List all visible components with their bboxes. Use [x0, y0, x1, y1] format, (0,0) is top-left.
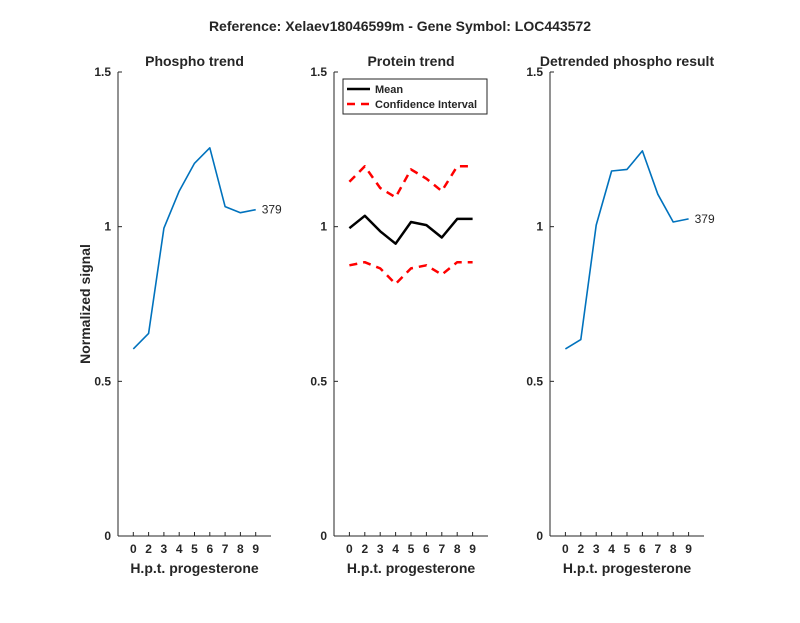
- x-axis-label: H.p.t. progesterone: [347, 560, 476, 576]
- subplot-title: Detrended phospho result: [540, 53, 715, 69]
- y-tick-label: 1: [104, 220, 111, 234]
- y-tick-label: 0.5: [94, 374, 111, 388]
- x-tick-label: 7: [438, 542, 445, 556]
- x-axis-label: H.p.t. progesterone: [563, 560, 692, 576]
- x-tick-label: 4: [392, 542, 399, 556]
- y-tick-label: 1.5: [526, 65, 543, 79]
- x-tick-label: 8: [670, 542, 677, 556]
- subplot-title: Phospho trend: [145, 53, 244, 69]
- y-tick-label: 1.5: [94, 65, 111, 79]
- series-end-label: 379: [695, 212, 715, 226]
- x-tick-label: 5: [191, 542, 198, 556]
- y-tick-label: 0.5: [526, 374, 543, 388]
- x-tick-label: 6: [639, 542, 646, 556]
- x-tick-label: 2: [145, 542, 152, 556]
- x-tick-label: 0: [130, 542, 137, 556]
- series-line: [565, 151, 688, 349]
- legend-entry: Confidence Interval: [375, 99, 477, 111]
- series-confidence-interval: [349, 166, 472, 197]
- x-tick-label: 2: [361, 542, 368, 556]
- x-tick-label: 4: [608, 542, 615, 556]
- y-tick-label: 0: [104, 529, 111, 543]
- y-tick-label: 0: [536, 529, 543, 543]
- y-tick-label: 0: [320, 529, 327, 543]
- x-tick-label: 0: [346, 542, 353, 556]
- x-tick-label: 3: [377, 542, 384, 556]
- figure-title: Reference: Xelaev18046599m - Gene Symbol…: [209, 18, 591, 34]
- series-confidence-interval: [349, 262, 472, 284]
- x-tick-label: 9: [469, 542, 476, 556]
- y-tick-label: 1.5: [310, 65, 327, 79]
- x-tick-label: 5: [624, 542, 631, 556]
- series-line: [133, 148, 255, 349]
- series-mean: [349, 216, 472, 244]
- x-tick-label: 6: [206, 542, 213, 556]
- y-axis-label: Normalized signal: [77, 244, 93, 364]
- series-end-label: 379: [262, 203, 282, 217]
- y-tick-label: 1: [536, 220, 543, 234]
- x-tick-label: 3: [161, 542, 168, 556]
- legend-entry: Mean: [375, 84, 403, 96]
- y-tick-label: 0.5: [310, 374, 327, 388]
- x-tick-label: 8: [454, 542, 461, 556]
- legend: Mean Confidence Interval: [343, 79, 487, 114]
- subplot-title: Protein trend: [367, 53, 454, 69]
- x-tick-label: 3: [593, 542, 600, 556]
- x-tick-label: 9: [685, 542, 692, 556]
- y-tick-label: 1: [320, 220, 327, 234]
- x-tick-label: 4: [176, 542, 183, 556]
- x-tick-label: 6: [423, 542, 430, 556]
- x-axis-label: H.p.t. progesterone: [130, 560, 259, 576]
- x-tick-label: 9: [252, 542, 259, 556]
- x-tick-label: 8: [237, 542, 244, 556]
- x-tick-label: 5: [408, 542, 415, 556]
- x-tick-label: 7: [222, 542, 229, 556]
- x-tick-label: 2: [577, 542, 584, 556]
- x-tick-label: 0: [562, 542, 569, 556]
- x-tick-label: 7: [654, 542, 661, 556]
